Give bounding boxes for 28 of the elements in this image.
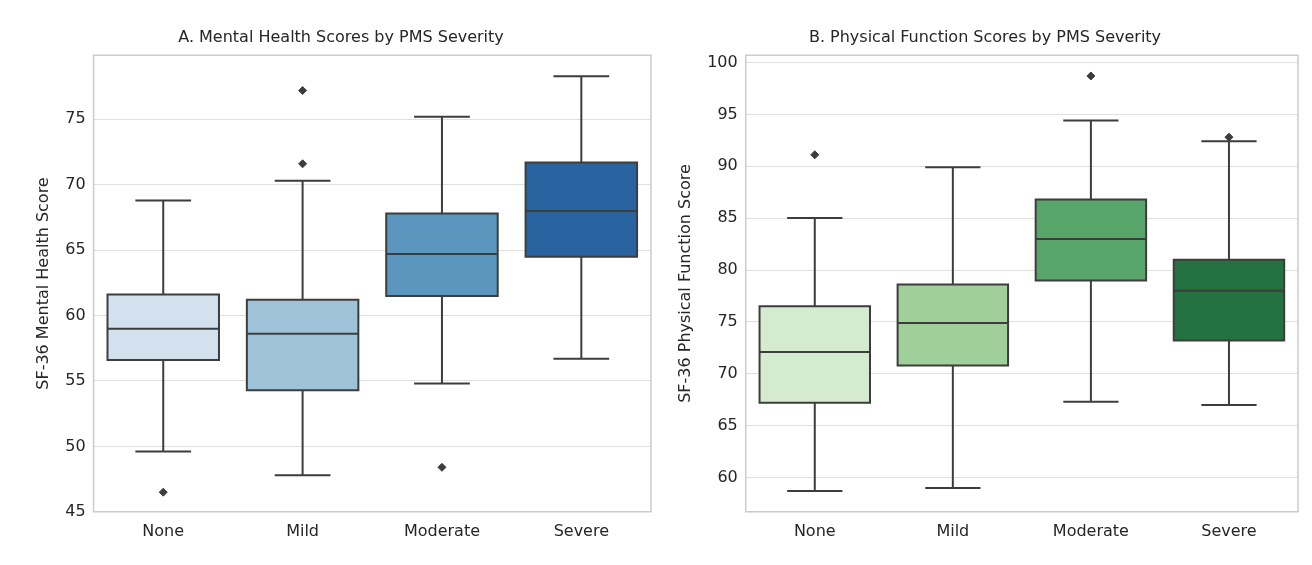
y-tick-label: 90 (717, 155, 738, 175)
y-tick-label: 50 (65, 435, 86, 455)
y-tick-label: 60 (717, 466, 738, 486)
y-tick-label: 75 (717, 311, 738, 331)
x-tick-label: Severe (1201, 520, 1257, 540)
chart-title: B. Physical Function Scores by PMS Severity (808, 26, 1162, 46)
y-tick-label: 60 (65, 304, 86, 324)
y-tick-label: 70 (717, 362, 738, 382)
y-tick-label: 65 (65, 239, 86, 259)
y-axis-title: SF-36 Mental Health Score (32, 177, 52, 390)
x-tick-label: Moderate (403, 520, 481, 540)
y-tick-label: 70 (65, 173, 86, 193)
y-tick-label: 80 (717, 259, 738, 279)
x-tick-label: Mild (936, 520, 970, 540)
x-tick-label: None (793, 520, 836, 540)
y-tick-label: 45 (65, 500, 86, 520)
y-tick-label: 75 (65, 108, 86, 128)
y-tick-label: 85 (717, 207, 738, 227)
y-tick-label: 55 (65, 370, 86, 390)
x-tick-label: Severe (553, 520, 610, 540)
y-tick-label: 100 (707, 51, 738, 71)
x-tick-label: Mild (286, 520, 320, 540)
y-tick-label: 95 (717, 103, 738, 123)
chart-title: A. Mental Health Scores by PMS Severity (178, 26, 504, 46)
y-tick-label: 65 (717, 414, 738, 434)
x-tick-label: None (142, 520, 185, 540)
x-tick-label: Moderate (1052, 520, 1129, 540)
y-axis-title: SF-36 Physical Function Score (674, 164, 694, 403)
